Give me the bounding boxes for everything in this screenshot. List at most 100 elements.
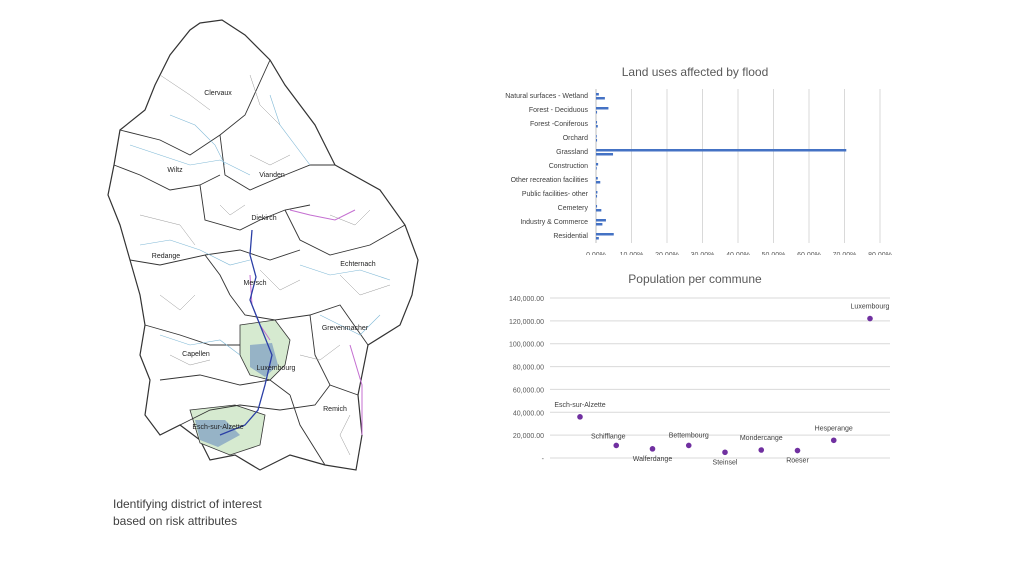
bar [596, 139, 598, 142]
river-line [139, 239, 251, 266]
y-tick-label: 80,000.00 [513, 365, 544, 372]
data-point [649, 446, 656, 452]
category-label: Orchard [563, 135, 588, 142]
bar [596, 205, 598, 208]
bar [596, 223, 603, 226]
district-border [159, 374, 291, 396]
y-tick-label: 140,000.00 [509, 296, 544, 303]
bar [596, 163, 599, 166]
x-tick-label: 50.00% [762, 252, 786, 255]
bar [596, 135, 597, 138]
data-point [613, 442, 620, 449]
category-label: Industry & Commerce [520, 219, 588, 226]
point-label: Hesperange [815, 425, 853, 432]
luxembourg-district-map: Clervaux Wiltz Vianden Diekirch Redange Echte… [107, 19, 419, 471]
district-border [119, 59, 271, 156]
district-border [179, 384, 331, 426]
district-border [289, 394, 326, 466]
district-label: Clervaux [204, 90, 232, 97]
river-line [129, 144, 251, 176]
category-label: Forest -Coniferous [530, 121, 588, 128]
caption-line-1: Identifying district of interest [113, 497, 262, 511]
data-point [722, 449, 728, 456]
bar [596, 237, 599, 240]
district-label: Redange [152, 253, 181, 260]
data-point [830, 437, 837, 444]
commune-border [219, 204, 246, 216]
data-point [577, 414, 583, 420]
district-border [284, 209, 406, 256]
x-tick-label: 0.00% [586, 252, 606, 255]
district-border [219, 134, 335, 191]
bar [596, 177, 598, 180]
commune-border [159, 294, 196, 311]
commune-border [159, 74, 211, 111]
river-line [219, 229, 273, 436]
bar [596, 181, 601, 184]
bar [596, 111, 598, 114]
river-line [299, 264, 391, 281]
caption-line-2: based on risk attributes [113, 514, 238, 528]
category-label: Forest - Deciduous [529, 107, 589, 114]
district-label: Vianden [259, 172, 285, 179]
district-border [229, 294, 369, 346]
data-point [794, 447, 801, 454]
district-label: Grevenmacher [322, 325, 369, 332]
bar [596, 93, 599, 96]
bar-chart-title: Land uses affected by flood [621, 65, 769, 79]
category-label: Public facilities- other [522, 191, 589, 198]
population-scatter-chart: - 20,000.00 40,000.00 60,000.00 80,000.00 100… [509, 296, 890, 466]
bar [596, 97, 605, 100]
commune-border [259, 269, 301, 291]
point-label: Roeser [786, 458, 809, 465]
commune-border [339, 414, 351, 456]
river-line [289, 209, 356, 221]
x-tick-label: 60.00% [797, 252, 821, 255]
category-label: Residential [553, 233, 588, 240]
y-tick-label: 120,000.00 [509, 319, 544, 326]
district-label: Luxembourg [257, 365, 296, 372]
commune-border [169, 354, 211, 366]
bar [596, 153, 614, 156]
bar [596, 195, 598, 198]
bar [596, 149, 847, 152]
bar [596, 233, 614, 236]
commune-border [299, 344, 341, 361]
data-point [758, 447, 765, 453]
district-label: Echternach [340, 261, 376, 268]
bar [596, 167, 597, 170]
district-label: Remich [323, 406, 347, 413]
district-border [113, 164, 221, 191]
country-outline [107, 19, 419, 471]
river-line [159, 334, 241, 356]
point-label: Esch-sur-Alzette [554, 402, 605, 409]
river-line [169, 114, 226, 166]
y-tick-label: 100,000.00 [509, 342, 544, 349]
point-label: Bettembourg [669, 432, 709, 439]
scatter-chart-title: Population per commune [628, 272, 762, 286]
x-tick-label: 20.00% [655, 252, 679, 255]
x-tick-label: 30.00% [691, 252, 715, 255]
data-point [685, 442, 692, 449]
district-border [204, 249, 301, 261]
bar [596, 191, 598, 194]
y-tick-label: 20,000.00 [513, 433, 544, 440]
point-label: Mondercange [740, 435, 783, 442]
land-use-bar-chart: 0.00% 10.00% 20.00% 30.00% 40.00% 50.00% 60.00… [505, 89, 892, 255]
district-label: Mersch [244, 280, 267, 287]
commune-border [339, 274, 391, 296]
district-label: Wiltz [167, 167, 183, 174]
point-label: Schifflange [591, 433, 626, 440]
bar [596, 121, 598, 124]
x-tick-label: 70.00% [833, 252, 857, 255]
x-tick-label: 10.00% [620, 252, 644, 255]
river-line [319, 314, 381, 336]
point-label: Luxembourg [851, 304, 890, 311]
district-label: Capellen [182, 351, 210, 358]
category-label: Natural surfaces - Wetland [505, 93, 588, 100]
data-point [867, 315, 873, 322]
category-label: Cemetery [558, 205, 589, 212]
category-label: Construction [549, 163, 588, 170]
category-label: Grassland [556, 149, 588, 156]
y-tick-label: 60,000.00 [513, 387, 544, 394]
